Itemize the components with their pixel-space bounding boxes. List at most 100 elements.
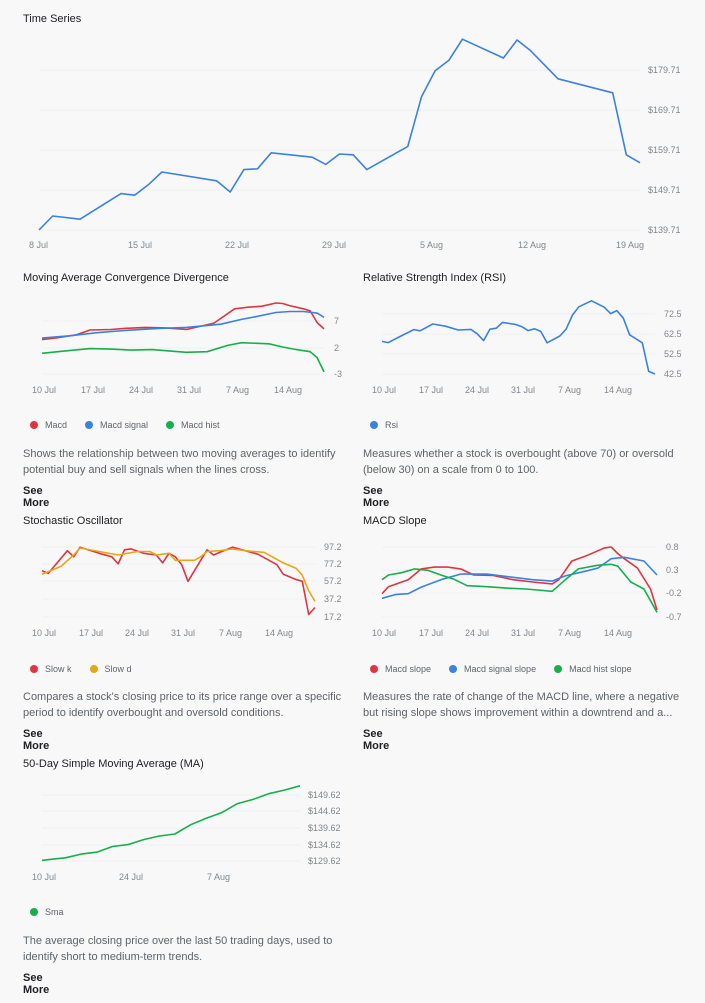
legend-label: Rsi [385,420,398,430]
legend-dot [30,665,38,673]
sma-see-more-link[interactable]: See More [23,972,50,996]
macd-legend: Macd Macd signal Macd hist [30,420,220,430]
x-tick-label: 10 Jul [372,385,396,395]
macd-slope-title: MACD Slope [363,515,427,527]
legend-item-macd-slope[interactable]: Macd slope [370,664,431,674]
sma-chart[interactable]: $149.62 $144.62 $139.62 $134.62 $129.62 10 Ju… [0,0,705,900]
macd-chart[interactable]: 7 2 -3 10 Jul 17 Jul 24 Jul 31 Jul 7 Aug 14 Aug [0,0,705,400]
macd-slope-see-more-link[interactable]: See More [363,728,390,752]
y-tick-label: -0.2 [666,588,682,598]
x-tick-label: 31 Jul [511,385,535,395]
stochastic-chart[interactable]: 97.2 77.2 57.2 37.2 17.2 10 Jul 17 Jul 24 Jul 31… [0,0,705,650]
x-tick-label: 19 Aug [616,240,644,250]
macd-slope-description-text: Measures the rate of change of the MACD … [363,691,680,719]
legend-label: Macd hist [181,420,220,430]
x-tick-label: 29 Jul [322,240,346,250]
legend-label: Macd signal [100,420,149,430]
legend-dot [30,908,38,916]
x-tick-label: 10 Jul [372,628,396,638]
legend-item-rsi[interactable]: Rsi [370,420,398,430]
time-series-chart[interactable]: $179.71 $169.71 $159.71 $149.71 $139.71 8 Jul… [0,0,705,260]
y-tick-label: $144.62 [308,806,341,816]
legend-item-slow-k[interactable]: Slow k [30,664,72,674]
y-tick-label: $134.62 [308,840,341,850]
y-tick-label: 17.2 [324,612,342,622]
series-line-macd-hist [41,341,325,373]
y-tick-label: 97.2 [324,542,342,552]
legend-dot [449,665,458,673]
x-tick-label: 14 Aug [604,385,632,395]
y-tick-label: 42.5 [664,369,682,379]
x-tick-label: 14 Aug [265,628,293,638]
x-tick-label: 5 Aug [420,240,443,250]
legend-dot [89,665,98,673]
time-series-title: Time Series [23,13,82,25]
x-tick-label: 22 Jul [225,240,249,250]
y-tick-label: 37.2 [324,594,342,604]
legend-item-macd-signal[interactable]: Macd signal [85,420,148,430]
rsi-see-more-link[interactable]: See More [363,485,390,509]
series-line-rsi [381,300,656,375]
x-tick-label: 7 Aug [558,628,581,638]
legend-label: Slow d [104,664,132,674]
y-tick-label: 72.5 [664,309,682,319]
y-tick-label: -3 [334,369,342,379]
x-tick-label: 31 Jul [511,628,535,638]
legend-dot [370,665,378,673]
legend-item-macd-hist-slope[interactable]: Macd hist slope [554,664,632,674]
legend-item-slow-d[interactable]: Slow d [89,664,132,674]
legend-dot [370,421,378,429]
macd-see-more-link[interactable]: See More [23,485,50,509]
y-tick-label: $179.71 [648,65,681,75]
x-tick-label: 24 Jul [465,628,489,638]
sma-description: The average closing price over the last … [23,935,333,963]
series-line-macd-slope [381,546,658,611]
legend-label: Sma [45,907,64,917]
y-tick-label: $159.71 [648,145,681,155]
x-tick-label: 17 Jul [419,628,443,638]
sma-legend: Sma [30,907,64,917]
y-tick-label: 57.2 [324,576,342,586]
rsi-title: Relative Strength Index (RSI) [363,272,507,284]
y-tick-label: -0.7 [666,612,682,622]
series-line-slow-d [41,547,316,602]
x-tick-label: 10 Jul [32,872,56,882]
y-tick-label: $169.71 [648,105,681,115]
x-tick-label: 7 Aug [207,872,230,882]
x-tick-label: 7 Aug [226,385,249,395]
y-tick-label: 52.5 [664,349,682,359]
stochastic-legend: Slow k Slow d [30,664,132,674]
legend-item-macd[interactable]: Macd [30,420,67,430]
legend-dot [554,665,563,673]
x-tick-label: 31 Jul [171,628,195,638]
legend-item-macd-signal-slope[interactable]: Macd signal slope [449,664,536,674]
rsi-legend: Rsi [370,420,398,430]
macd-slope-chart[interactable]: 0.8 0.3 -0.2 -0.7 10 Jul 17 Jul 24 Jul 31 Jul 7 … [0,0,705,650]
y-tick-label: $139.71 [648,225,681,235]
x-tick-label: 24 Jul [125,628,149,638]
legend-label: Macd signal slope [464,664,537,674]
legend-item-macd-hist[interactable]: Macd hist [166,420,220,430]
legend-label: Macd slope [385,664,432,674]
x-tick-label: 10 Jul [32,385,56,395]
macd-title: Moving Average Convergence Divergence [23,272,229,284]
series-line-sma [41,785,301,862]
x-tick-label: 7 Aug [558,385,581,395]
series-line-macd-hist-slope [381,563,658,613]
y-tick-label: $149.62 [308,790,341,800]
macd-slope-description: Measures the rate of change of the MACD … [363,689,688,721]
sma-title: 50-Day Simple Moving Average (MA) [23,758,204,770]
x-tick-label: 7 Aug [219,628,242,638]
legend-dot [85,421,94,429]
legend-label: Macd [45,420,68,430]
macd-description: Shows the relationship between two movin… [23,448,336,476]
x-tick-label: 17 Jul [81,385,105,395]
y-tick-label: 7 [334,316,339,326]
y-tick-label: 2 [334,343,339,353]
stochastic-see-more-link[interactable]: See More [23,728,50,752]
x-tick-label: 24 Jul [465,385,489,395]
x-tick-label: 12 Aug [518,240,546,250]
rsi-chart[interactable]: 72.5 62.5 52.5 42.5 10 Jul 17 Jul 24 Jul 31 Jul… [0,0,705,400]
stochastic-title: Stochastic Oscillator [23,515,123,527]
legend-item-sma[interactable]: Sma [30,907,64,917]
